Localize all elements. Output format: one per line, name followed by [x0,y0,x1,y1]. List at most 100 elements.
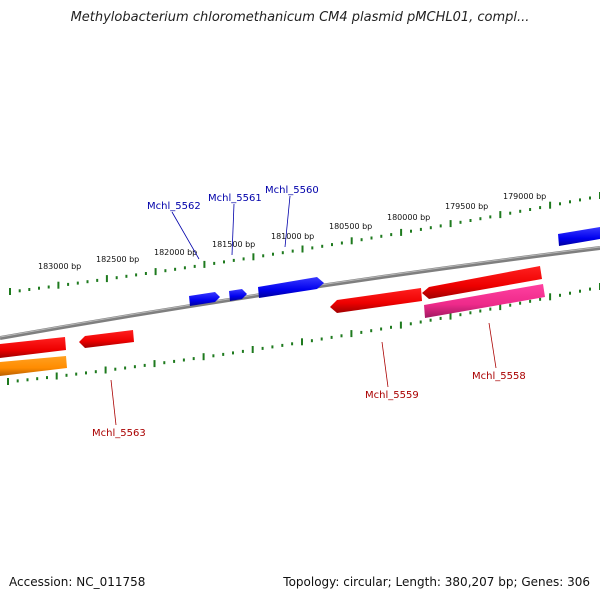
scale-label-181500: 181500 bp [212,240,255,249]
inner-scale-minor-tick [46,376,48,380]
outer-scale-minor-tick [223,260,225,264]
label-leader-lines [110,195,497,426]
outer-scale-minor-tick [38,286,40,290]
inner-scale-minor-tick [429,318,432,322]
inner-scale-minor-tick [390,325,392,329]
outer-scale-major-tick [499,211,502,219]
label-mchl-5561: Mchl_5561 [208,193,262,204]
inner-scale-minor-tick [212,354,215,358]
inner-scale-major-tick [202,353,205,361]
inner-scale-minor-tick [479,309,482,313]
outer-scale-minor-tick [174,267,177,271]
inner-scale-minor-tick [539,297,542,301]
outer-scale-minor-tick [439,224,442,228]
label-mchl-5559: Mchl_5559 [365,390,419,401]
inner-scale-major-tick [104,366,107,374]
gene-left-edge-reverse[interactable] [0,337,66,358]
outer-scale-minor-tick [410,229,412,233]
inner-scale-minor-tick [16,379,19,383]
outer-scale-minor-tick [559,202,561,206]
inner-scale-minor-tick [559,293,561,297]
outer-scale-major-tick [400,228,403,236]
label-mchl-5558: Mchl_5558 [472,371,526,382]
outer-scale-minor-tick [28,288,31,291]
outer-scale-minor-tick [76,281,79,285]
outer-scale-minor-tick [331,243,333,247]
gene-mchl-5560[interactable] [258,277,324,298]
inner-scale-minor-tick [232,351,234,355]
inner-scale-minor-tick [340,334,343,338]
outer-scale-track [9,192,600,295]
outer-scale-minor-tick [370,236,373,240]
outer-scale-minor-tick [311,246,314,250]
inner-scale-minor-tick [529,299,532,303]
inner-scale-minor-tick [173,359,176,363]
inner-scale-minor-tick [36,377,39,381]
inner-scale-major-tick [350,330,353,338]
outer-scale-minor-tick [213,261,216,265]
gene-reverse-small[interactable] [79,330,134,348]
outer-scale-minor-tick [380,234,383,238]
outer-scale-minor-tick [291,249,294,253]
outer-scale-minor-tick [509,211,512,215]
scale-label-181000: 181000 bp [271,232,314,241]
outer-scale-minor-tick [579,198,581,202]
inner-scale-minor-tick [182,358,185,362]
inner-scale-minor-tick [489,307,492,311]
gene-mchl-5559[interactable] [330,288,422,313]
inner-scale-minor-tick [320,337,323,341]
inner-scale-minor-tick [192,357,195,361]
outer-scale-minor-tick [86,280,89,284]
outer-scale-minor-tick [321,244,324,248]
feature-track [0,284,545,376]
leader-mchl-5562 [171,211,200,260]
inner-scale-minor-tick [409,322,412,326]
outer-scale-minor-tick [262,254,265,258]
inner-scale-minor-tick [271,345,274,349]
label-mchl-5560: Mchl_5560 [265,185,319,196]
inner-scale-major-tick [153,360,156,368]
label-mchl-5562: Mchl_5562 [147,201,201,212]
feature-orange[interactable] [0,356,67,376]
map-title: Methylobacterium chloromethanicum CM4 pl… [70,10,530,25]
scale-label-182500: 182500 bp [96,255,139,264]
gene-mchl-5562[interactable] [189,292,220,306]
leader-mchl-5561 [231,203,235,256]
inner-scale-major-tick [7,378,9,385]
gene-mchl-5561[interactable] [229,289,247,301]
leader-mchl-5559 [381,341,389,388]
outer-scale-minor-tick [232,258,235,262]
leader-mchl-5563 [110,379,117,426]
inner-scale-minor-tick [380,327,383,331]
inner-scale-minor-tick [65,373,68,377]
inner-scale-minor-tick [94,370,97,374]
gene-right-edge-forward[interactable] [558,227,600,246]
inner-scale-minor-tick [124,366,127,370]
scale-label-179000: 179000 bp [503,192,546,201]
outer-scale-minor-tick [281,251,284,255]
gene-labels: Mchl_5562 Mchl_5561 Mchl_5560 Mchl_5559 … [92,185,526,439]
inner-scale-minor-tick [419,320,422,324]
inner-scale-minor-tick [579,289,581,293]
outer-scale-minor-tick [429,226,432,230]
outer-scale-minor-tick [589,196,591,200]
inner-scale-minor-tick [509,303,512,307]
inner-scale-minor-tick [75,372,78,376]
label-mchl-5563: Mchl_5563 [92,428,146,439]
outer-scale-major-tick [9,288,11,295]
inner-scale-minor-tick [519,301,522,305]
reverse-strand-genes [0,266,542,358]
outer-scale-minor-tick [272,252,274,256]
gene-mchl-5558[interactable] [422,266,542,299]
outer-scale-minor-tick [469,219,472,222]
outer-scale-minor-tick [164,269,167,273]
inner-scale-major-tick [251,346,254,353]
inner-scale-minor-tick [569,291,571,295]
outer-scale-major-tick [549,201,552,209]
feature-pink[interactable] [424,284,545,318]
inner-scale-minor-tick [241,349,244,353]
inner-scale-major-tick [55,372,58,380]
scale-label-183000: 183000 bp [38,262,81,271]
accession-text: Accession: NC_011758 [9,575,146,589]
outer-scale-minor-tick [489,215,492,219]
